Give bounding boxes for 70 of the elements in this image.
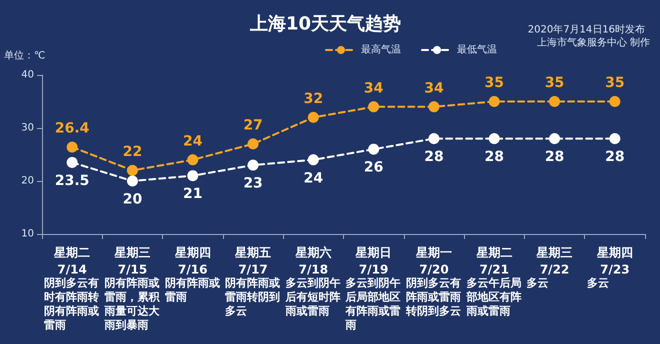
x-tick-label: 星期三 7/22: [536, 246, 573, 276]
y-tick-label: 40: [21, 70, 34, 80]
y-tick-label: 20: [21, 176, 34, 186]
data-label: 34: [424, 80, 444, 96]
point: [368, 144, 380, 155]
y-tick-label: 10: [21, 228, 34, 240]
data-label: 24: [304, 170, 324, 186]
text: 阴到多云有阵雨或雷雨转阴到多云: [404, 276, 461, 318]
point: [126, 164, 138, 176]
data-label: 26.4: [54, 120, 90, 137]
data-label: 35: [484, 75, 504, 91]
point: [308, 154, 319, 166]
data-label: 28: [605, 149, 625, 166]
x-tick-label: 星期四 7/16: [174, 246, 211, 276]
legend-label: 最低气温: [457, 44, 497, 56]
point: [609, 96, 620, 107]
chart-title: 上海10天天气趋势: [249, 14, 402, 34]
text: 阴有阵雨或雷雨，累积雨量可达大雨到暴雨: [103, 276, 160, 332]
data-label: 21: [183, 186, 202, 202]
x-tick-label: 星期一 7/20: [414, 246, 452, 276]
data-label: 35: [605, 75, 625, 91]
point: [66, 142, 78, 153]
x-tick-label: 星期五 7/17: [234, 246, 272, 276]
point: [248, 160, 259, 171]
text: 多云: [526, 276, 549, 290]
point: [488, 96, 500, 107]
point: [428, 133, 440, 144]
data-label: 27: [243, 117, 263, 134]
point: [126, 176, 138, 186]
text: 阴有阵雨或雷雨: [164, 276, 220, 304]
legend-label: 最高气温: [361, 44, 401, 56]
point: [66, 156, 78, 168]
data-label: 26: [364, 160, 384, 176]
text: 多云: [586, 276, 609, 290]
data-label: 28: [544, 149, 564, 166]
point: [187, 154, 198, 166]
x-tick-label: 星期六 7/18: [294, 246, 332, 276]
point: [308, 112, 319, 123]
data-label: 28: [424, 149, 444, 166]
data-label: 28: [484, 149, 504, 166]
x-tick-label: 星期二 7/21: [475, 246, 512, 276]
point: [187, 170, 198, 182]
text: 多云到阴午后有短时阵雨或雷雨: [284, 276, 340, 318]
data-label: 20: [122, 192, 142, 208]
x-tick-label: 星期三 7/15: [113, 246, 150, 276]
point: [609, 133, 620, 144]
x-tick-label: 星期日 7/19: [354, 246, 392, 276]
y-axis-title: 单位：℃: [4, 50, 46, 62]
point: [549, 133, 560, 144]
data-label: 35: [544, 75, 564, 91]
point: [549, 96, 560, 107]
text: 阴有阵雨或雷雨转阴到多云: [225, 276, 280, 318]
x-tick-label: 星期二 7/14: [53, 246, 90, 276]
point: [488, 133, 500, 144]
data-label: 34: [364, 80, 384, 96]
text: 多云午后局部地区有阵雨或雷雨: [465, 276, 522, 318]
point: [428, 101, 440, 112]
text: 多云到阴午后局部地区有阵雨或雷雨: [344, 276, 401, 332]
point: [248, 138, 259, 150]
text: 阴到多云有时有阵雨转阴有阵雨或雷雨: [44, 276, 100, 332]
data-label: 24: [183, 133, 203, 150]
y-tick-label: 30: [21, 122, 34, 134]
point: [368, 101, 380, 112]
data-label: 23.5: [54, 172, 90, 189]
data-label: 22: [122, 144, 142, 160]
chart-subtitle: 2020年7月14日16时发布: [528, 24, 646, 36]
x-tick-label: 星期四 7/23: [596, 246, 633, 276]
data-label: 32: [304, 90, 324, 107]
text: 上海市气象服务中心 制作: [536, 36, 650, 48]
data-label: 23: [243, 176, 263, 192]
